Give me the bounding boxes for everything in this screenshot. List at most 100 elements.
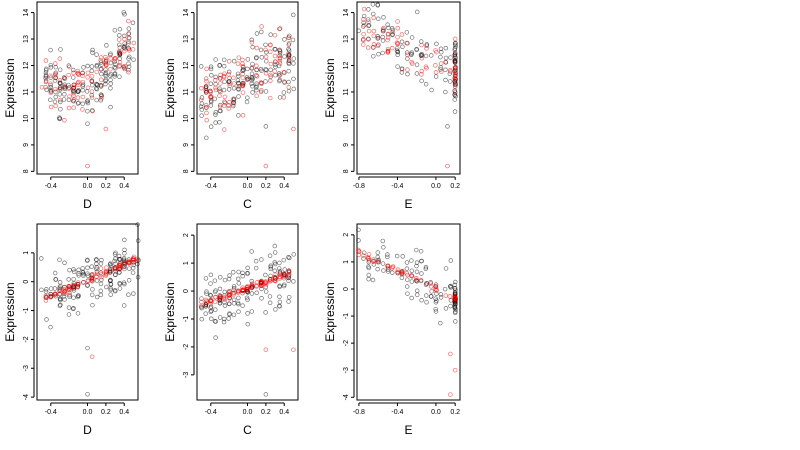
observed-point (203, 304, 209, 309)
observed-point (268, 67, 273, 72)
y-tick-label: 0 (183, 289, 190, 293)
observed-point (209, 73, 214, 78)
fitted-point (272, 277, 278, 283)
observed-point (126, 45, 131, 51)
observed-point (254, 55, 259, 60)
observed-point (376, 16, 381, 22)
fitted-point (277, 61, 283, 66)
observed-point (433, 309, 439, 314)
observed-point (44, 287, 49, 292)
observed-point (453, 70, 458, 75)
y-tick-label: 1 (343, 260, 350, 264)
observed-point (112, 71, 118, 76)
fitted-point (66, 286, 72, 292)
y-tick-label: 12 (343, 62, 350, 70)
observed-point (366, 276, 371, 282)
fitted-point (226, 71, 231, 77)
observed-point (58, 99, 63, 105)
observed-point (103, 81, 108, 87)
observed-point (76, 273, 81, 278)
fitted-point (423, 64, 429, 69)
observed-point (236, 309, 241, 314)
fitted-point (71, 70, 76, 76)
y-tick-label: -2 (343, 340, 350, 346)
plot-frame (36, 223, 139, 401)
observed-point (390, 27, 396, 33)
fitted-point (227, 83, 232, 89)
observed-point (126, 64, 132, 69)
observed-point (222, 277, 228, 283)
fitted-point (409, 273, 414, 278)
observed-point (414, 47, 419, 53)
observed-point (75, 293, 81, 298)
y-tick-label: -3 (183, 372, 190, 378)
x-tick-label: -0.4 (391, 409, 403, 416)
fitted-point (53, 103, 58, 109)
fitted-point (39, 84, 45, 90)
fitted-point (365, 45, 371, 50)
observed-point (213, 112, 218, 117)
observed-point (112, 74, 117, 79)
x-axis-title: C (243, 197, 252, 211)
observed-point (103, 78, 108, 84)
observed-point (286, 255, 291, 260)
observed-point (443, 55, 449, 61)
observed-point (107, 268, 113, 274)
observed-point (113, 272, 118, 277)
observed-point (67, 292, 72, 298)
fitted-point (113, 55, 118, 61)
fitted-point (254, 93, 259, 99)
observed-point (423, 264, 429, 270)
observed-point (121, 256, 127, 261)
x-tick-label: 0.2 (261, 183, 271, 190)
observed-point (43, 68, 49, 73)
observed-point (122, 281, 127, 287)
observed-point (245, 311, 250, 316)
observed-point (81, 65, 86, 70)
fitted-point (62, 291, 67, 296)
observed-point (113, 66, 118, 71)
observed-point (76, 267, 81, 273)
fitted-point (98, 55, 104, 60)
observed-point (94, 52, 99, 57)
observed-point (112, 65, 117, 70)
fitted-point (89, 278, 94, 283)
observed-point (212, 96, 218, 102)
observed-point (48, 65, 54, 70)
observed-point (108, 263, 114, 268)
observed-point (39, 256, 44, 261)
observed-point (213, 288, 218, 293)
observed-point (277, 95, 283, 100)
x-tick-label: 0.0 (83, 183, 93, 190)
observed-point (452, 92, 457, 98)
y-tick-label: 11 (23, 88, 30, 95)
observed-point (240, 303, 245, 308)
fitted-point (62, 289, 67, 294)
fitted-point (213, 294, 218, 300)
observed-point (409, 268, 415, 273)
observed-point (66, 312, 72, 317)
observed-point (44, 66, 49, 72)
observed-point (213, 81, 218, 87)
observed-point (259, 29, 264, 35)
fitted-point (217, 93, 222, 98)
fitted-point (94, 69, 100, 75)
observed-point (263, 289, 269, 294)
observed-point (429, 53, 434, 58)
fitted-point (365, 254, 371, 260)
observed-point (434, 291, 439, 296)
fitted-point (395, 34, 400, 40)
fitted-point (453, 72, 458, 77)
y-tick-label: -1 (343, 313, 350, 319)
fitted-point (267, 278, 273, 284)
fitted-point (203, 297, 209, 303)
observed-point (445, 124, 450, 129)
observed-point (424, 43, 429, 48)
fitted-point (43, 293, 49, 299)
observed-point (394, 253, 400, 259)
fitted-point (414, 276, 419, 281)
observed-point (85, 265, 90, 271)
observed-point (130, 20, 136, 25)
observed-point (404, 260, 410, 265)
observed-point (43, 289, 49, 294)
